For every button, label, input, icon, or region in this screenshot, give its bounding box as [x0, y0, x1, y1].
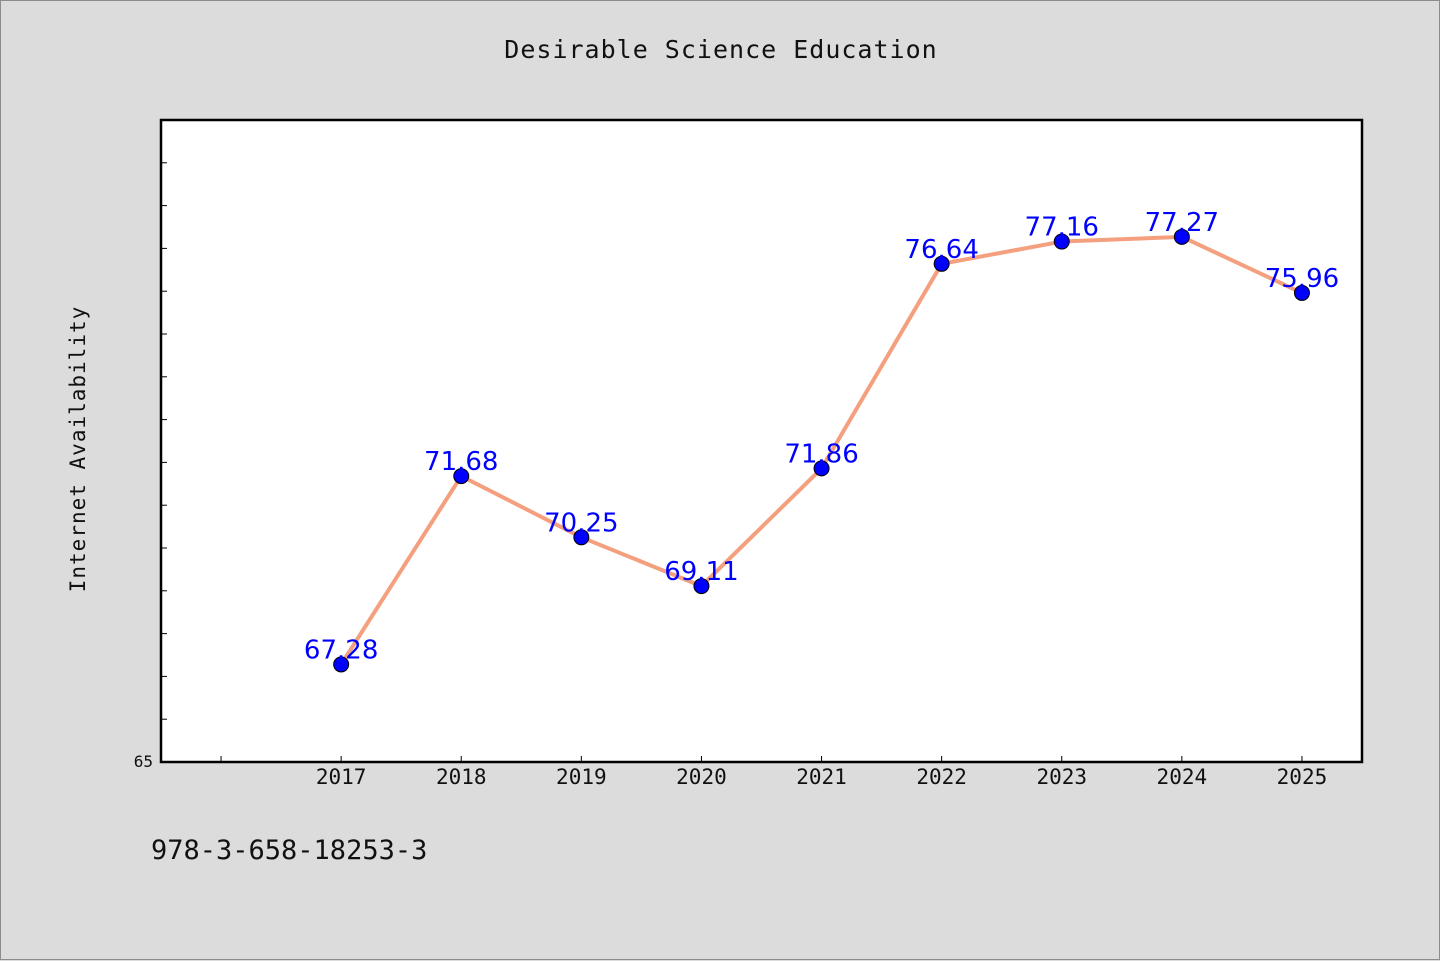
- x-tick-label: 2025: [1277, 765, 1328, 789]
- data-point: [933, 255, 950, 272]
- x-tick-label: 2017: [316, 765, 367, 789]
- x-tick-label: 2020: [676, 765, 727, 789]
- data-point: [813, 460, 830, 477]
- data-point: [453, 468, 470, 485]
- data-label: 77.16: [1025, 213, 1099, 243]
- chart-title: Desirable Science Education: [504, 35, 938, 64]
- markers: [333, 228, 1310, 673]
- data-label: 71.68: [424, 447, 498, 477]
- x-tick-label: 2021: [796, 765, 847, 789]
- x-ticks: 2017 2018 2019 2020 2021 2022 2023 2024 2025: [220, 756, 1328, 789]
- data-point: [693, 578, 710, 595]
- data-label: 70.25: [544, 508, 618, 538]
- data-point: [1053, 233, 1070, 250]
- data-label: 77.27: [1145, 208, 1219, 238]
- x-tick-label: 2023: [1036, 765, 1087, 789]
- footer-code: 978-3-658-18253-3: [151, 835, 428, 866]
- data-label: 75.96: [1265, 264, 1339, 294]
- plot-frame: [159, 118, 1364, 764]
- data-labels: 67.28 71.68 70.25 69.11 71.86 76.64 77.16 77.27…: [304, 208, 1339, 666]
- x-tick-label: 2019: [556, 765, 607, 789]
- data-label: 67.28: [304, 635, 378, 665]
- x-tick-label: 2018: [436, 765, 487, 789]
- x-tick-label: 2022: [916, 765, 967, 789]
- data-label: 69.11: [664, 557, 738, 587]
- data-point: [333, 656, 350, 673]
- data-point: [1293, 284, 1310, 301]
- data-label: 71.86: [784, 439, 858, 469]
- data-point: [573, 529, 590, 546]
- x-tick-label: 2024: [1157, 765, 1208, 789]
- y-ticks: 65: [134, 162, 167, 771]
- data-point: [1173, 228, 1190, 245]
- data-label: 76.64: [904, 235, 978, 265]
- y-tick-label: 65: [134, 752, 153, 771]
